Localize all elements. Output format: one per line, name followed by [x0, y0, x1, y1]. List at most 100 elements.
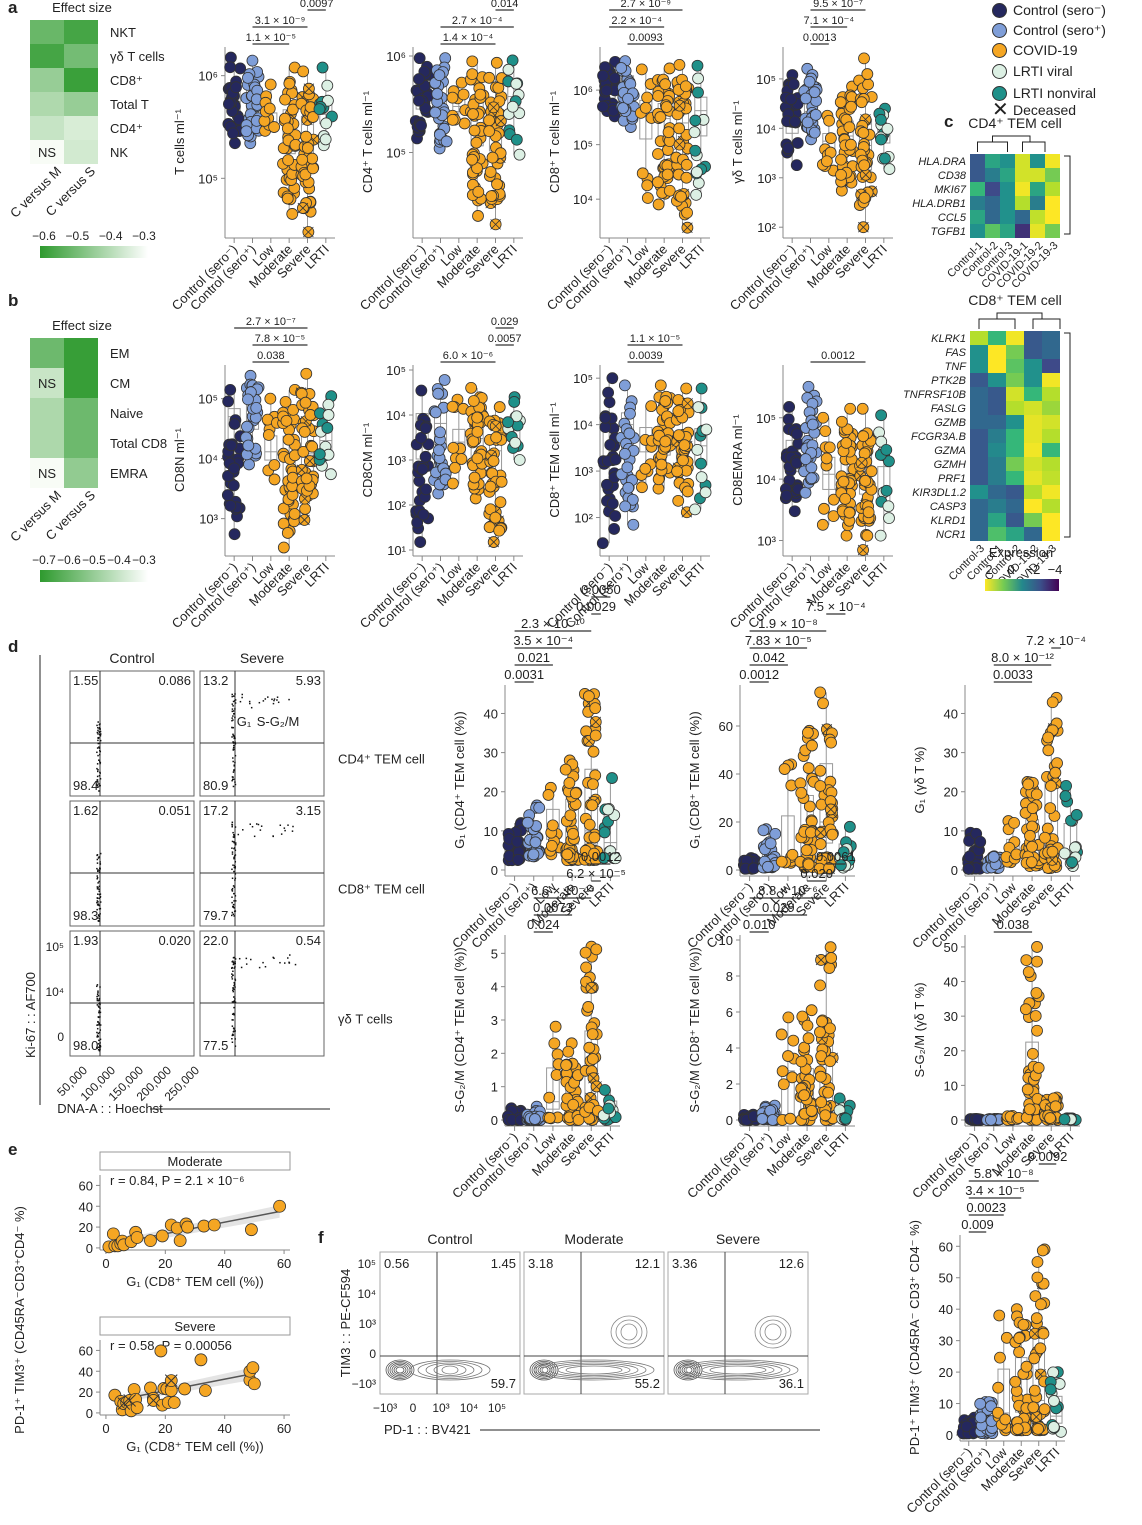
- data-point: [268, 121, 281, 133]
- event: [99, 986, 101, 988]
- heatmap-cell: [970, 359, 988, 373]
- event: [99, 1003, 101, 1006]
- deceased-marker: [674, 139, 685, 150]
- data-point: [652, 148, 664, 160]
- legend-label: COVID-19: [1013, 42, 1078, 58]
- event: [232, 733, 234, 736]
- x-tick-label: −10³: [373, 1401, 397, 1415]
- event: [233, 856, 235, 859]
- data-point: [300, 367, 313, 380]
- flow-plot: [523, 1251, 665, 1395]
- data-point: [543, 1091, 556, 1104]
- heatmap-cell: [988, 513, 1006, 527]
- data-point: [307, 111, 319, 123]
- data-point: [1022, 966, 1035, 978]
- event: [231, 911, 234, 914]
- data-point: [580, 961, 593, 974]
- data-point: [431, 88, 444, 100]
- data-point: [299, 503, 312, 515]
- data-point: [678, 439, 691, 452]
- pvalue-label: 1.1 × 10⁻⁵: [630, 333, 680, 345]
- event: [233, 886, 236, 888]
- data-point: [241, 420, 253, 433]
- data-point: [1060, 779, 1072, 792]
- data-point: [609, 510, 622, 522]
- deceased-marker: [304, 455, 316, 467]
- heatmap-cell: [1000, 224, 1015, 238]
- event: [97, 733, 99, 735]
- heatmap-cell: [988, 373, 1006, 387]
- gene-label: FCGR3A.B: [911, 431, 966, 443]
- data-point: [490, 56, 503, 69]
- quadrant-value: 55.2: [635, 1376, 660, 1391]
- data-point: [468, 471, 481, 484]
- event: [284, 962, 286, 964]
- data-point: [313, 448, 326, 461]
- event: [96, 897, 99, 899]
- data-point: [820, 452, 833, 465]
- heatmap-cell: [970, 182, 985, 196]
- y-tick-label: 40: [484, 706, 498, 721]
- y-tick-label: 2: [491, 1046, 498, 1061]
- event: [233, 1006, 235, 1009]
- data-point: [802, 762, 815, 774]
- event: [258, 966, 261, 969]
- data-point: [567, 828, 579, 840]
- data-point: [282, 154, 295, 167]
- colorbar-tick: −0.3: [132, 229, 156, 243]
- data-point: [502, 63, 515, 76]
- data-point: [282, 433, 295, 446]
- data-point: [446, 477, 459, 490]
- data-point: [782, 142, 794, 155]
- x-tick-label: 60: [277, 1256, 291, 1271]
- data-point: [824, 1022, 836, 1035]
- gene-label: NCR1: [936, 529, 966, 541]
- heatmap-cell: [970, 471, 988, 485]
- pvalue-label: 0.029: [491, 316, 519, 328]
- heatmap-cell: [1024, 513, 1042, 527]
- colorbar-tick: 0: [1007, 562, 1014, 577]
- gene-label: TNF: [945, 361, 968, 373]
- pvalue-label: 0.020: [800, 866, 833, 881]
- heatmap-cell: [970, 457, 988, 471]
- flow-plot: [199, 800, 325, 927]
- event: [232, 987, 234, 989]
- event: [233, 847, 235, 850]
- event: [233, 866, 236, 869]
- data-point: [245, 1223, 258, 1237]
- data-point: [298, 426, 311, 438]
- event: [98, 783, 100, 785]
- pvalue-label: 0.021: [517, 650, 550, 665]
- data-point: [814, 764, 827, 777]
- data-point: [433, 69, 446, 82]
- heatmap-cell: [970, 485, 988, 499]
- data-point: [787, 1034, 800, 1047]
- data-point: [689, 114, 702, 127]
- data-point: [879, 152, 891, 165]
- data-point: [695, 471, 708, 484]
- event: [234, 743, 237, 745]
- event: [234, 702, 237, 704]
- data-point: [512, 853, 525, 866]
- event: [99, 761, 102, 764]
- y-tick-label: 1: [491, 1080, 498, 1095]
- data-point: [791, 428, 803, 440]
- pvalue-label: 0.0012: [581, 849, 621, 864]
- data-point: [288, 508, 301, 520]
- event: [97, 769, 99, 771]
- data-point: [502, 416, 514, 429]
- data-point: [681, 206, 693, 219]
- pvalue-label: 2.7 × 10⁻⁹: [621, 0, 672, 10]
- event: [96, 876, 99, 879]
- event: [98, 1049, 101, 1052]
- contour: [685, 1361, 791, 1379]
- data-point: [855, 96, 868, 109]
- y-tick-label: 10²: [574, 511, 593, 526]
- data-point: [489, 511, 502, 524]
- event: [231, 717, 233, 719]
- heatmap-cell: [1024, 359, 1042, 373]
- data-point: [513, 148, 526, 161]
- y-tick-label: 10⁴: [573, 418, 593, 433]
- heatmap-cell: [64, 20, 98, 44]
- data-point: [228, 462, 241, 475]
